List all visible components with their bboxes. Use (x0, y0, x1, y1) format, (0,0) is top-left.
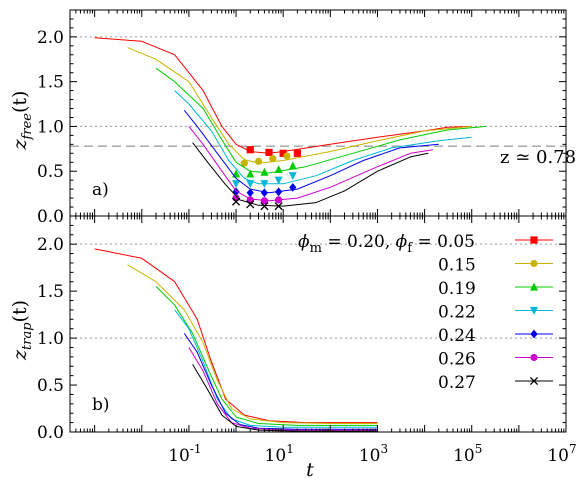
legend-marker-0.26 (530, 353, 538, 362)
legend: ϕm = 0.20, ϕf = 0.05 0.15 0.19 0.22 0.24 0.2… (298, 232, 553, 393)
panel-b: 0.0 0.5 1.0 1.5 2.0 10-1 101 103 105 107 b) ztrap… (9, 215, 577, 480)
panel-b-ylabel: ztrap(t) (9, 300, 35, 361)
panel-a-series (94, 37, 486, 211)
panel-a-ylabel-sub: free (20, 113, 35, 141)
a-series-line-0.27 (192, 142, 429, 207)
b-series-line-0.19 (155, 286, 378, 426)
b-ytick-label-3: 1.5 (37, 282, 64, 302)
a-series-marker-0.19 (232, 169, 241, 178)
a-series-line-0.19 (155, 67, 486, 174)
b-series-line-0.22 (174, 309, 378, 428)
panel-a-frame (69, 9, 567, 217)
panel-a-ylabel-main: z (9, 138, 31, 150)
a-series-marker-0.19 (288, 161, 297, 170)
legend-label-0.22: 0.22 (438, 303, 476, 323)
a-series-marker-0.22 (288, 172, 297, 181)
panel-b-reference-lines (70, 243, 566, 339)
legend-marker-0.22 (530, 306, 538, 315)
a-series-line-0.24 (183, 109, 439, 194)
a-series-marker-0.05 (246, 146, 254, 154)
panel-b-ylabel-sub: trap (20, 322, 35, 350)
a-series-marker-0.05 (293, 149, 301, 157)
legend-marker-0.24 (530, 329, 538, 339)
a-ytick-label-0: 0.0 (37, 207, 64, 227)
a-series-marker-0.26 (260, 197, 269, 205)
a-ytick-label-1: 0.5 (37, 162, 64, 182)
legend-label-0.15: 0.15 (438, 256, 476, 276)
a-series-marker-0.24 (289, 182, 297, 192)
legend-label-0.19: 0.19 (438, 279, 476, 299)
legend-marker-0.15 (530, 259, 538, 268)
panel-b-ylabel-main: z (9, 349, 31, 361)
annotation-z-078: z ≃ 0.78 (500, 147, 576, 168)
legend-marker-0.05 (530, 236, 538, 244)
a-series-marker-0.15 (269, 155, 277, 163)
x-tick-label-4: 107 (547, 442, 576, 466)
b-series-line-0.26 (188, 347, 378, 431)
panel-a-ylabel-arg: (t) (9, 91, 31, 113)
a-series-marker-0.19 (246, 169, 255, 178)
a-series-marker-0.22 (260, 180, 269, 189)
x-tick-label-0: 10-1 (168, 442, 201, 466)
a-series-marker-0.27 (246, 200, 255, 209)
b-series-line-0.24 (183, 333, 378, 430)
legend-label-0.27: 0.27 (438, 373, 476, 393)
x-tick-label-1: 101 (265, 442, 294, 466)
b-series-line-0.15 (127, 264, 378, 424)
a-series-line-0.05 (94, 37, 472, 154)
a-series-marker-0.15 (283, 152, 291, 160)
a-ytick-label-2: 1.0 (37, 117, 64, 137)
x-tick-label-3: 105 (453, 442, 482, 466)
a-series-line-0.26 (188, 126, 433, 202)
a-series-marker-0.24 (260, 188, 269, 198)
panel-a-ylabel: zfree(t) (9, 91, 35, 151)
panel-b-frame (69, 215, 567, 433)
b-ytick-label-0: 0.0 (37, 423, 64, 443)
a-series-marker-0.22 (246, 180, 255, 189)
a-ytick-label-3: 1.5 (37, 73, 64, 93)
a-ytick-label-4: 2.0 (37, 28, 64, 48)
a-series-marker-0.27 (231, 197, 241, 206)
b-series-line-0.05 (94, 248, 378, 424)
x-axis-label: t (306, 459, 314, 480)
legend-header: ϕm = 0.20, ϕf = 0.05 (298, 232, 475, 256)
panel-b-series (94, 248, 378, 432)
legend-marker-0.27 (529, 376, 539, 386)
b-series-line-0.27 (192, 364, 378, 432)
a-series-marker-0.05 (265, 148, 273, 157)
panel-b-ylabel-arg: (t) (9, 300, 31, 322)
panel-a-ticks: 0.0 0.5 1.0 1.5 2.0 (37, 10, 567, 227)
b-ytick-label-1: 0.5 (37, 376, 64, 396)
svg-text:zfree(t): zfree(t) (9, 91, 35, 151)
a-series-marker-0.22 (232, 180, 241, 189)
a-series-marker-0.15 (240, 159, 248, 167)
a-series-marker-0.19 (260, 167, 269, 176)
a-series-line-0.22 (174, 90, 472, 185)
a-series-line-0.15 (127, 47, 472, 164)
a-series-marker-0.15 (254, 157, 263, 165)
legend-label-0.26: 0.26 (438, 350, 476, 370)
panel-a-label: a) (92, 180, 109, 200)
panel-b-ticks: 0.0 0.5 1.0 1.5 2.0 10-1 101 103 105 107 (37, 216, 577, 466)
b-ytick-label-2: 1.0 (37, 329, 64, 349)
a-series-marker-0.24 (246, 188, 254, 198)
b-ytick-label-4: 2.0 (37, 235, 64, 255)
panel-a: 0.0 0.5 1.0 1.5 2.0 a) z ≃ 0.78 zfree(t) (9, 9, 576, 227)
a-series-marker-0.27 (260, 202, 269, 211)
legend-label-0.24: 0.24 (438, 326, 476, 346)
legend-marker-0.19 (530, 282, 538, 291)
a-series-marker-0.27 (274, 202, 283, 211)
legend-entries: 0.15 0.19 0.22 0.24 0.26 0.27 (438, 256, 476, 394)
a-series-marker-0.05 (279, 149, 287, 157)
panel-a-reference-lines (70, 36, 566, 147)
x-tick-label-2: 103 (359, 442, 388, 466)
svg-text:ztrap(t): ztrap(t) (9, 300, 35, 361)
a-series-marker-0.19 (274, 165, 283, 174)
a-series-marker-0.24 (275, 187, 283, 197)
legend-samples (515, 236, 553, 386)
a-series-marker-0.22 (274, 176, 283, 185)
a-series-marker-0.26 (275, 196, 283, 204)
panel-b-label: b) (92, 395, 110, 415)
